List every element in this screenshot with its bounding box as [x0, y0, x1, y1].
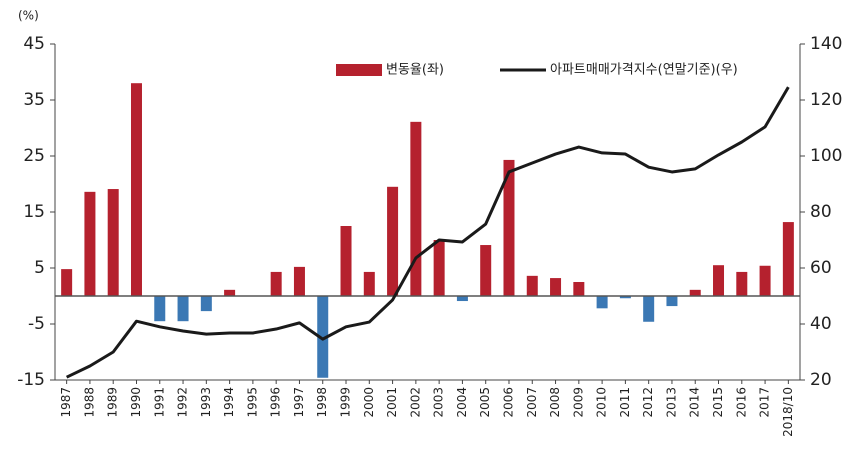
x-tick-label: 1994 — [222, 387, 236, 418]
x-tick-label: 2009 — [571, 387, 585, 418]
x-tick-label: 2017 — [758, 387, 772, 418]
x-tick-label: 2004 — [455, 387, 469, 418]
y-tick-label: 25 — [23, 146, 45, 166]
x-tick-label: 1997 — [292, 387, 306, 418]
line-series — [65, 86, 790, 379]
x-tick-label: 2012 — [641, 387, 655, 418]
x-tick-label: 2008 — [548, 387, 562, 418]
bar — [387, 186, 399, 296]
bar — [84, 191, 96, 296]
bar — [759, 265, 771, 296]
bar — [782, 222, 794, 296]
bar — [154, 296, 166, 322]
y2-tick-label: 40 — [810, 314, 832, 334]
x-tick-label: 1991 — [152, 387, 166, 418]
bar — [619, 296, 631, 299]
x-tick-label: 1987 — [59, 387, 73, 418]
y-unit-label: (%) — [18, 9, 39, 23]
x-tick-label: 2006 — [501, 387, 515, 418]
x-tick-label: 2011 — [618, 387, 632, 418]
x-tick-label: 1993 — [199, 387, 213, 418]
x-tick-label: 2016 — [734, 387, 748, 418]
x-tick-label: 2014 — [688, 387, 702, 418]
x-tick-label: 2000 — [362, 387, 376, 418]
x-tick-label: 1998 — [315, 387, 329, 418]
bar — [736, 271, 748, 296]
x-tick-label: 2018/10 — [781, 387, 795, 437]
x-tick-label: 1990 — [129, 387, 143, 418]
bar — [224, 289, 236, 296]
x-tick-label: 2013 — [664, 387, 678, 418]
bar — [107, 189, 119, 296]
x-tick-label: 1996 — [269, 387, 283, 418]
bar — [130, 83, 142, 296]
y-tick-label: 5 — [34, 258, 45, 278]
x-tick-label: 1989 — [106, 387, 120, 418]
y-tick-label: 15 — [23, 202, 45, 222]
legend-label: 아파트매매가격지수(연말기준)(우) — [550, 63, 738, 78]
bar — [317, 296, 329, 378]
x-tick-label: 2005 — [478, 387, 492, 418]
bar — [550, 278, 562, 296]
bar — [363, 271, 375, 296]
bar — [410, 121, 422, 296]
y-tick-label: -15 — [17, 370, 45, 390]
y2-tick-label: 120 — [810, 90, 842, 110]
x-tick-label: 1988 — [82, 387, 96, 418]
x-tick-label: 2003 — [432, 387, 446, 418]
y2-tick-label: 80 — [810, 202, 832, 222]
y2-tick-label: 100 — [810, 146, 842, 166]
bar — [433, 240, 445, 296]
y2-tick-label: 20 — [810, 370, 832, 390]
y-tick-label: 45 — [23, 34, 45, 54]
bar — [713, 265, 725, 296]
bar — [480, 245, 492, 296]
x-tick-label: 2010 — [595, 387, 609, 418]
y-tick-label: -5 — [28, 314, 45, 334]
bar — [177, 296, 189, 322]
legend-label: 변동율(좌) — [386, 63, 444, 78]
bar — [503, 159, 515, 296]
x-tick-label: 1992 — [176, 387, 190, 418]
x-tick-label: 2002 — [408, 387, 422, 418]
y2-tick-label: 60 — [810, 258, 832, 278]
x-tick-label: 1999 — [339, 387, 353, 418]
bar — [643, 296, 655, 322]
x-tick-label: 2001 — [385, 387, 399, 418]
legend-swatch — [336, 64, 382, 76]
bar — [596, 296, 608, 309]
bar — [666, 296, 678, 307]
bar — [270, 271, 282, 296]
x-tick-label: 2015 — [711, 387, 725, 418]
bar — [456, 296, 468, 302]
bar — [689, 289, 701, 296]
bar — [293, 266, 305, 296]
x-tick-label: 2007 — [525, 387, 539, 418]
bar — [526, 275, 538, 296]
y-tick-label: 35 — [23, 90, 45, 110]
bar — [200, 296, 212, 312]
x-tick-label: 1995 — [245, 387, 259, 418]
bar — [573, 282, 585, 296]
bar — [340, 226, 352, 296]
y2-tick-label: 140 — [810, 34, 842, 54]
bar — [61, 269, 73, 296]
